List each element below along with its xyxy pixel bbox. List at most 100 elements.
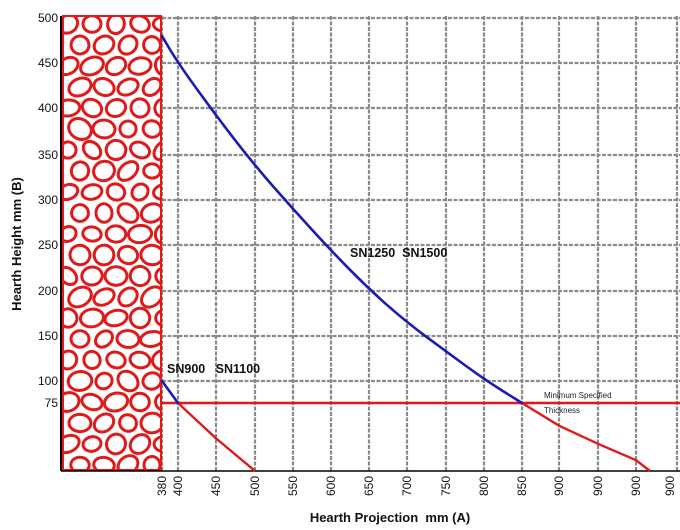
stone-103 [128,433,152,455]
stone-71 [78,307,106,329]
stone-62 [103,265,129,287]
stone-46 [94,202,114,224]
red-extension-lines [161,401,680,472]
stone-12 [104,55,128,77]
y-tick-100: 100 [38,374,58,388]
stone-27 [118,119,138,139]
stone-41 [80,183,104,201]
stone-36 [92,159,116,183]
stone-23 [129,97,151,119]
stone-73 [128,306,152,330]
series-label-sn1250: SN1250 SN1500 [350,246,447,260]
stone-87 [116,369,140,393]
y-tick-350: 350 [38,148,58,162]
stone-76 [94,329,114,349]
stone-10 [63,55,80,77]
stone-95 [67,412,93,434]
stone-92 [102,391,130,413]
stone-66 [92,287,116,307]
stone-79 [164,327,188,351]
axes [60,16,680,472]
stone-53 [126,223,154,245]
reference-note-line1: Minimum Specified [544,391,612,400]
masonry-wall-pattern [62,15,190,471]
stone-55 [68,243,92,267]
y-tick-300: 300 [38,193,58,207]
stone-16 [92,76,116,98]
x-tick-10: 850 [515,476,529,496]
stone-43 [130,182,150,202]
stone-74 [154,308,161,328]
stone-101 [81,435,103,453]
stone-64 [154,266,161,286]
y-tick-500: 500 [38,11,58,25]
x-tick-11: 900 [552,476,566,496]
stone-9 [167,36,186,54]
red-extension-1 [521,401,651,472]
y-tick-200: 200 [38,284,58,298]
stone-7 [117,34,139,56]
stone-83 [128,350,152,370]
stone-21 [80,97,104,119]
stone-20 [63,98,82,118]
stone-96 [92,412,116,434]
stone-97 [118,413,138,433]
stone-86 [94,371,114,391]
y-tick-75: 75 [45,396,59,410]
stone-38 [142,162,161,180]
y-tick-150: 150 [38,329,58,343]
stone-8 [142,35,161,55]
y-axis-title: Hearth Height mm (B) [9,177,24,311]
stone-35 [69,160,91,182]
stone-48 [139,202,161,224]
stone-1 [81,16,103,34]
stone-93 [129,391,151,413]
stone-5 [69,34,91,56]
stone-44 [152,183,161,201]
x-tick-6: 650 [362,476,376,496]
stone-58 [139,243,161,267]
stone-102 [104,432,128,456]
stone-34 [152,138,161,162]
stone-25 [67,117,93,141]
stone-32 [104,138,128,162]
stone-26 [91,118,117,140]
stone-84 [151,348,161,372]
x-tick-1: 400 [171,476,185,496]
y-tick-250: 250 [38,238,58,252]
y-tick-400: 400 [38,101,58,115]
stone-13 [127,56,153,76]
stone-81 [82,349,102,371]
stone-51 [81,225,103,243]
stone-57 [116,244,140,266]
stone-78 [138,330,161,348]
stone-39 [161,157,190,185]
x-tick-12: 900 [591,476,605,496]
stone-61 [80,265,104,287]
stone-24 [153,97,161,119]
stone-17 [116,77,140,97]
stone-18 [141,77,161,97]
x-axis-title: Hearth Projection mm (A) [310,510,470,525]
stone-42 [105,182,127,202]
series-lines [160,34,524,405]
stone-56 [92,243,116,267]
x-tick-0: 380 [155,476,169,496]
stone-67 [117,286,139,308]
x-tick-7: 700 [400,476,414,496]
stone-49 [164,202,188,224]
x-tick-4: 550 [286,476,300,496]
reference-note-line2: Thickness [544,406,580,415]
stone-65 [67,285,93,309]
stone-19 [165,76,188,98]
stone-4 [151,16,161,33]
x-tick-8: 750 [439,476,453,496]
x-tick-13: 900 [629,476,643,496]
stone-22 [104,97,128,119]
series-line-0 [160,34,524,405]
stone-99 [162,409,190,436]
stone-29 [163,116,190,142]
stone-6 [92,34,116,56]
stone-37 [116,160,140,182]
